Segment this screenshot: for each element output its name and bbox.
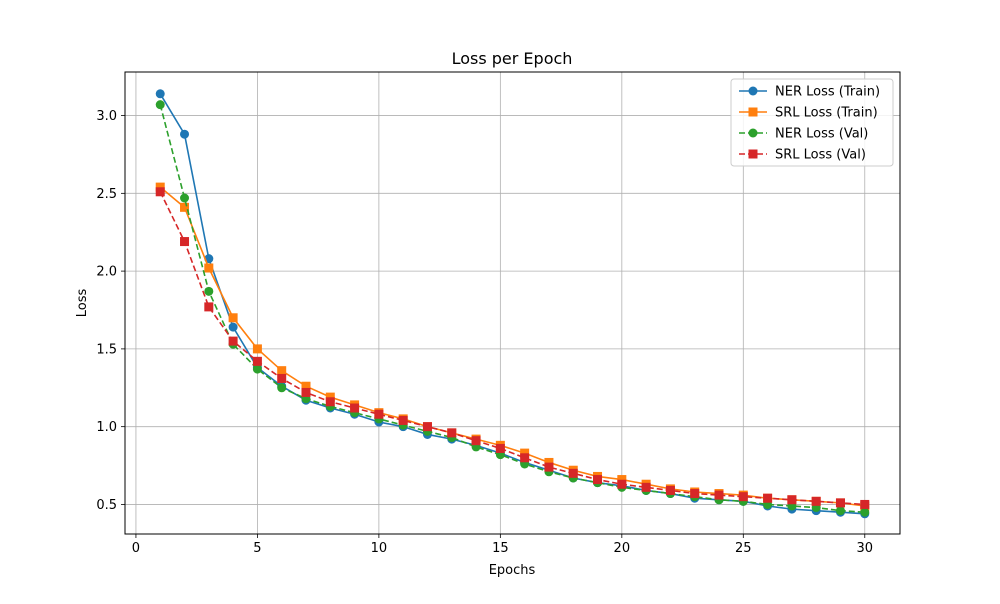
data-point <box>277 383 287 393</box>
legend-label: NER Loss (Val) <box>775 127 868 142</box>
data-point <box>811 496 821 506</box>
series-layer <box>155 89 870 519</box>
data-point <box>520 453 530 463</box>
data-point <box>763 493 773 503</box>
data-point <box>204 263 214 273</box>
x-tick-label: 20 <box>614 541 631 556</box>
data-point <box>398 415 408 425</box>
data-point <box>301 381 311 391</box>
data-point <box>228 336 238 346</box>
legend-marker <box>748 149 758 159</box>
y-axis-label: Loss <box>75 289 90 318</box>
x-tick-label: 5 <box>253 541 261 556</box>
data-point <box>252 344 262 354</box>
data-point <box>204 286 214 296</box>
data-point <box>204 302 214 312</box>
data-point <box>422 422 432 432</box>
data-point <box>641 482 651 492</box>
data-point <box>155 182 165 192</box>
data-point <box>665 485 675 495</box>
data-point <box>544 462 554 472</box>
legend-label: SRL Loss (Train) <box>775 106 878 121</box>
legend: NER Loss (Train) SRL Loss (Train) NER Loss… <box>730 78 894 167</box>
data-point <box>277 373 287 383</box>
data-point <box>860 507 870 517</box>
series-line <box>159 104 865 514</box>
data-point <box>252 356 262 366</box>
x-tick-label: 0 <box>132 541 140 556</box>
data-point <box>835 506 845 516</box>
data-point <box>690 489 700 499</box>
data-point <box>520 448 530 458</box>
data-point <box>301 387 311 397</box>
data-point <box>325 397 335 407</box>
data-point <box>495 443 505 453</box>
data-point <box>228 322 238 332</box>
grid <box>125 72 900 534</box>
legend-marker <box>748 86 758 96</box>
data-point <box>180 193 190 203</box>
legend-label: SRL Loss (Val) <box>775 148 866 163</box>
x-tick-label: 15 <box>492 541 509 556</box>
y-tick-label: 2.5 <box>96 187 117 202</box>
data-point <box>544 457 554 467</box>
data-point <box>155 100 165 110</box>
data-point <box>350 403 360 413</box>
axis-ticks: 0 5 10 15 20 25 30 0.5 1.0 1.5 2.0 2.5 3.0 <box>96 109 873 556</box>
y-tick-label: 1.0 <box>96 420 117 435</box>
y-tick-label: 3.0 <box>96 109 117 124</box>
data-point <box>835 498 845 508</box>
x-tick-label: 30 <box>856 541 873 556</box>
data-point <box>447 428 457 438</box>
data-point <box>374 409 384 419</box>
y-tick-label: 0.5 <box>96 498 117 513</box>
data-point <box>617 479 627 489</box>
x-tick-label: 25 <box>735 541 752 556</box>
legend-label: NER Loss (Train) <box>775 85 880 100</box>
y-tick-label: 2.0 <box>96 265 117 280</box>
legend-marker <box>748 107 758 117</box>
x-axis-label: Epochs <box>489 563 536 578</box>
data-point <box>252 364 262 374</box>
data-point <box>471 436 481 446</box>
data-point <box>228 313 238 323</box>
data-point <box>155 89 165 99</box>
data-point <box>325 392 335 402</box>
data-point <box>277 366 287 376</box>
legend-marker <box>748 128 758 138</box>
data-point <box>180 237 190 247</box>
series-4 <box>155 187 870 509</box>
data-point <box>617 475 627 485</box>
chart-title: Loss per Epoch <box>452 49 573 68</box>
data-point <box>593 475 603 485</box>
legend-frame <box>730 78 894 167</box>
data-point <box>738 492 748 502</box>
data-point <box>787 495 797 505</box>
plot-frame <box>124 71 901 535</box>
data-point <box>180 129 190 139</box>
data-point <box>568 468 578 478</box>
data-point <box>860 499 870 509</box>
x-tick-label: 10 <box>371 541 388 556</box>
data-point <box>714 490 724 500</box>
y-tick-label: 1.5 <box>96 342 117 357</box>
data-point <box>155 187 165 197</box>
data-point <box>180 202 190 212</box>
